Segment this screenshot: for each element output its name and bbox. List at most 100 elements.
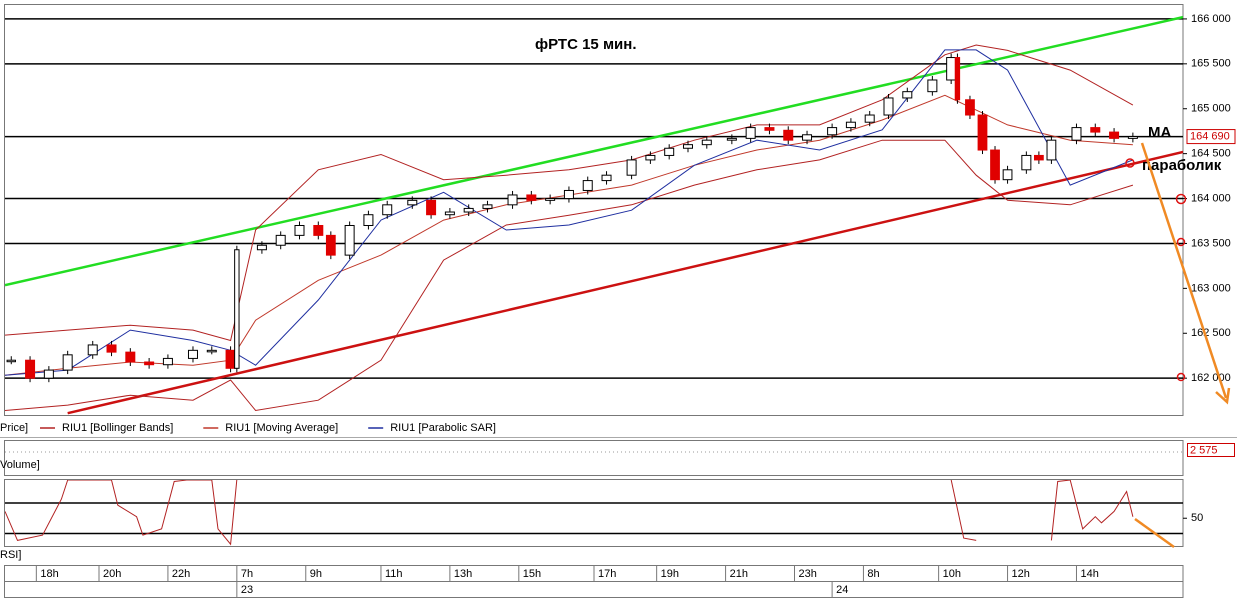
candle — [664, 147, 675, 156]
overlay: 166 000 165 500 165 000 164 500 164 000 163 5… — [35, 13, 1236, 597]
candle — [645, 154, 656, 161]
y-tick-label: 164 500 — [1191, 148, 1231, 160]
candle — [977, 114, 988, 151]
y-tick-label: 164 000 — [1191, 192, 1231, 204]
x-tick-label: 19h — [661, 568, 679, 580]
annotation: МА — [1148, 124, 1171, 141]
x-tick-label: 14h — [1080, 568, 1098, 580]
candle — [682, 144, 693, 149]
candle — [1033, 154, 1044, 161]
trendline — [67, 150, 1183, 415]
candle — [62, 354, 73, 371]
candle — [864, 114, 875, 123]
candle — [1046, 139, 1057, 161]
candle — [1109, 131, 1120, 139]
bollinger-upper — [5, 44, 1134, 342]
chart-title: фРТС 15 мин. — [535, 36, 637, 53]
y-tick-label: 163 000 — [1191, 282, 1231, 294]
candle — [463, 207, 474, 213]
candle — [206, 349, 217, 353]
candle — [545, 198, 556, 201]
candle — [6, 359, 16, 363]
candle — [783, 129, 794, 141]
candle — [1071, 127, 1082, 141]
y-tick-label: 162 500 — [1191, 327, 1231, 339]
x-tick-label: 20h — [103, 568, 121, 580]
rsi-plot — [5, 480, 1183, 546]
candle — [626, 159, 637, 176]
y-tick-label: 162 000 — [1191, 372, 1231, 384]
candle — [313, 224, 324, 236]
candle — [382, 204, 393, 216]
candle — [954, 57, 961, 101]
candle — [726, 137, 737, 141]
candle — [701, 139, 712, 146]
current-price-label: 164 690 — [1190, 130, 1230, 142]
candle — [482, 204, 493, 209]
x-tick-label: 21h — [730, 568, 748, 580]
candle — [162, 357, 173, 366]
main-frame — [4, 4, 1184, 416]
y-tick-label: 166 000 — [1191, 13, 1231, 25]
candle — [256, 244, 267, 251]
candle — [990, 149, 1000, 181]
candle — [106, 344, 117, 353]
candle — [764, 127, 775, 131]
candle — [927, 79, 938, 93]
x-tick-label: 23h — [799, 568, 817, 580]
candle — [426, 199, 437, 216]
candle — [407, 199, 418, 206]
y-tick-label: 163 500 — [1191, 237, 1231, 249]
candle — [1090, 127, 1101, 133]
parabolic-sar — [5, 49, 1134, 376]
y-tick-label: 165 500 — [1191, 58, 1231, 70]
candle — [344, 224, 355, 256]
main-plot — [5, 15, 1183, 415]
candle — [507, 194, 518, 206]
candle — [745, 127, 756, 139]
legend-label: RIU1 [Parabolic SAR] — [390, 422, 496, 434]
candle — [883, 97, 894, 116]
candle — [1002, 169, 1013, 181]
x-tick-label: 8h — [867, 568, 879, 580]
x-tick-label: 22h — [172, 568, 190, 580]
candle — [802, 134, 813, 141]
candle — [275, 234, 286, 246]
markers — [1125, 158, 1187, 382]
x-tick-label: 11h — [385, 568, 403, 580]
candle — [601, 174, 612, 182]
trendline — [5, 15, 1183, 287]
volume-frame — [4, 440, 1184, 476]
candle — [965, 99, 975, 116]
candle — [43, 369, 54, 379]
candle — [946, 57, 957, 81]
candle — [526, 194, 537, 201]
annotation: параболик — [1142, 157, 1222, 174]
volume-box — [1187, 443, 1235, 457]
candle — [234, 249, 240, 369]
x-tick-label: 15h — [523, 568, 541, 580]
candle — [1021, 154, 1032, 171]
candle — [563, 189, 574, 200]
x-tick-label: 13h — [454, 568, 472, 580]
candle — [363, 214, 374, 226]
date-tick-label: 24 — [836, 584, 848, 596]
candle — [582, 180, 593, 191]
rsi-frame — [4, 479, 1184, 547]
candle — [294, 224, 305, 236]
current-price-box — [1186, 129, 1236, 145]
rsi-line — [5, 480, 1134, 546]
candle — [325, 234, 336, 256]
candle — [187, 349, 198, 359]
rsi-tick-label: 50 — [1191, 512, 1203, 524]
legend-label: RIU1 [Moving Average] — [225, 422, 338, 434]
candle — [144, 361, 155, 366]
bollinger-lower — [5, 139, 1134, 412]
x-tick-label: 17h — [598, 568, 616, 580]
date-tick-label: 23 — [241, 584, 253, 596]
candle — [902, 91, 913, 99]
x-tick-label: 9h — [310, 568, 322, 580]
candle — [444, 211, 455, 216]
